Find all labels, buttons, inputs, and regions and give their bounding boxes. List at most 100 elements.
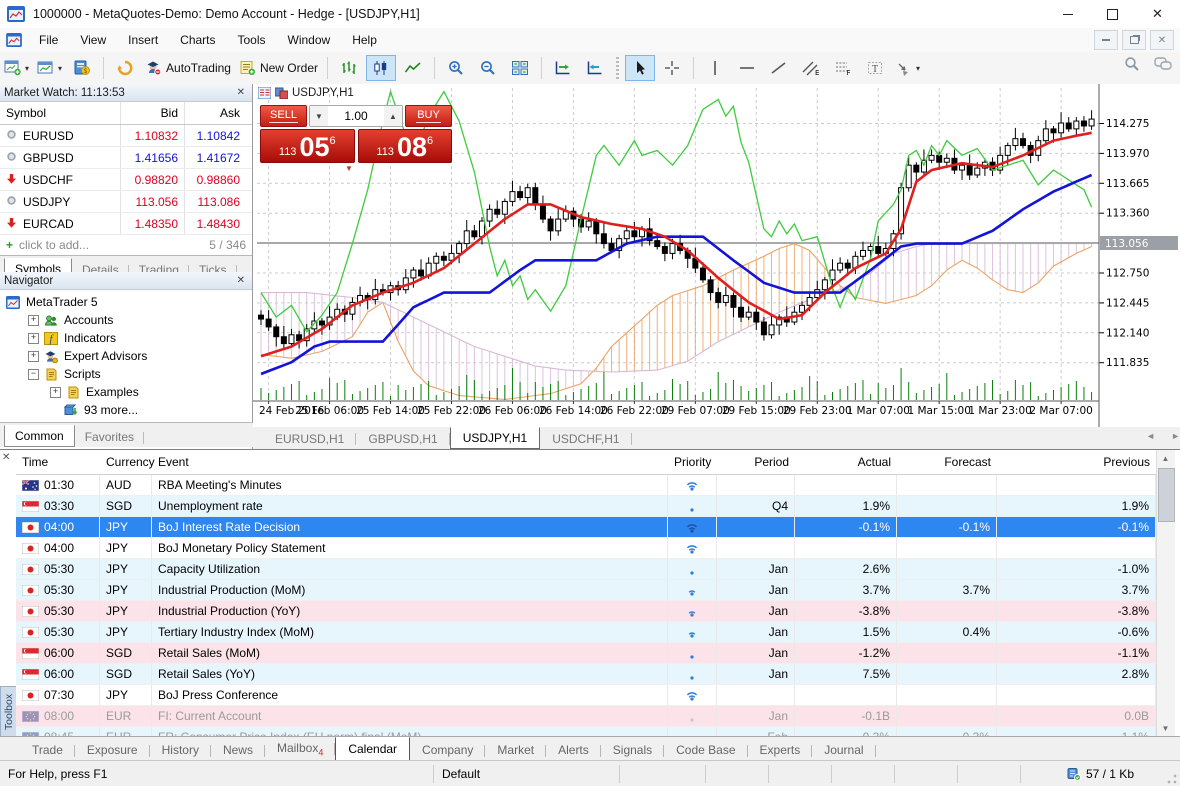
trendline-button[interactable] [764, 55, 794, 81]
zoom-out-button[interactable] [473, 55, 503, 81]
toolbox-tab-alerts[interactable]: Alerts [546, 739, 601, 761]
horizontal-line-button[interactable] [732, 55, 762, 81]
mdi-restore-icon[interactable] [1122, 30, 1146, 50]
column-currency[interactable]: Currency [106, 455, 155, 469]
close-icon[interactable]: ✕ [1152, 6, 1163, 21]
text-label-button[interactable]: T [860, 55, 890, 81]
column-period[interactable]: Period [754, 455, 789, 469]
toolbox-tab-market[interactable]: Market [485, 739, 546, 761]
market-watch-row-eurusd[interactable]: EURUSD 1.10832 1.10842 [0, 125, 252, 147]
volume-up-icon[interactable]: ▲ [384, 106, 402, 126]
column-symbol[interactable]: Symbol [6, 106, 47, 120]
trade-widget-collapse-icon[interactable]: ▼ [345, 164, 353, 173]
toolbox-tab-trade[interactable]: Trade [20, 739, 75, 761]
maximize-icon[interactable] [1090, 0, 1135, 28]
menu-help[interactable]: Help [352, 33, 377, 47]
zoom-in-button[interactable] [441, 55, 471, 81]
navigator-item-examples[interactable]: + Examples [0, 383, 252, 401]
expand-plus-icon[interactable]: + [28, 350, 39, 362]
market-watch-row-eurcad[interactable]: EURCAD 1.48350 1.48430 [0, 213, 252, 235]
market-watch-close-icon[interactable]: ✕ [236, 87, 245, 98]
menu-insert[interactable]: Insert [128, 33, 159, 47]
mdi-minimize-icon[interactable] [1094, 30, 1118, 50]
toolbox-close-icon[interactable]: ✕ [2, 452, 11, 463]
navigator-item-expert-advisors[interactable]: + Expert Advisors [0, 347, 252, 365]
navigator-item-93-more-[interactable]: 93 more... [0, 401, 252, 419]
column-bid[interactable]: Bid [120, 102, 184, 124]
chart-tabs-scroll-left-icon[interactable]: ◄ [1146, 431, 1156, 441]
calendar-row[interactable]: 08:00 EUR FI: Current Account Jan -0.1B 0.0B [16, 706, 1156, 727]
collapse-minus-icon[interactable]: − [28, 368, 39, 380]
calendar-row[interactable]: 01:30 AUD RBA Meeting's Minutes [16, 475, 1156, 496]
toolbox-tab-calendar[interactable]: Calendar [335, 737, 411, 761]
menu-view[interactable]: View [80, 33, 107, 47]
resize-grip[interactable] [1167, 774, 1177, 784]
status-profile-selector[interactable]: Default [434, 765, 620, 783]
vertical-line-button[interactable] [700, 55, 730, 81]
profiles-button[interactable]: ▾ [34, 55, 65, 81]
navigator-item-scripts[interactable]: − Scripts [0, 365, 252, 383]
calendar-row[interactable]: 05:30 JPY Capacity Utilization Jan 2.6% -1.0% [16, 559, 1156, 580]
autotrading-button[interactable]: AutoTrading [142, 55, 234, 81]
toolbox-tab-journal[interactable]: Journal [812, 739, 876, 761]
expand-plus-icon[interactable]: + [28, 314, 39, 326]
market-watch-row-gbpusd[interactable]: GBPUSD 1.41656 1.41672 [0, 147, 252, 169]
search-icon[interactable] [1124, 56, 1140, 72]
tile-windows-button[interactable] [505, 55, 535, 81]
menu-charts[interactable]: Charts [180, 33, 216, 47]
toolbox-tab-signals[interactable]: Signals [601, 739, 665, 761]
menu-tools[interactable]: Tools [237, 33, 266, 47]
sell-button[interactable]: SELL [260, 105, 307, 127]
toolbox-tab-code-base[interactable]: Code Base [664, 739, 748, 761]
chart-tab-usdjpy-h1[interactable]: USDJPY,H1 [449, 427, 541, 449]
navigator-tab-common[interactable]: Common [4, 425, 75, 447]
toolbox-tab-exposure[interactable]: Exposure [75, 739, 150, 761]
menu-window[interactable]: Window [287, 33, 331, 47]
mdi-close-icon[interactable]: ✕ [1150, 30, 1174, 50]
calendar-row[interactable]: 03:30 SGD Unemployment rate Q4 1.9% 1.9% [16, 496, 1156, 517]
toolbox-tab-history[interactable]: History [150, 739, 212, 761]
navigator-item-indicators[interactable]: + f Indicators [0, 329, 252, 347]
column-priority[interactable]: Priority [674, 455, 712, 469]
shift-chart-end-button[interactable] [548, 55, 578, 81]
toolbox-tab-company[interactable]: Company [410, 739, 486, 761]
column-previous[interactable]: Previous [1103, 455, 1150, 469]
column-forecast[interactable]: Forecast [944, 455, 991, 469]
sell-price[interactable]: 113 05 6 [260, 129, 355, 163]
calendar-scrollbar[interactable]: ▲ ▼ [1156, 450, 1175, 736]
buy-price[interactable]: 113 08 6 [357, 129, 452, 163]
candlestick-mode-button[interactable] [365, 55, 396, 81]
chart-tabs-scroll-right-icon[interactable]: ► [1171, 431, 1180, 441]
chart-tab-gbpusd-h1[interactable]: GBPUSD,H1 [356, 429, 451, 449]
fibonacci-button[interactable]: F [828, 55, 858, 81]
calendar-row[interactable]: 06:00 SGD Retail Sales (MoM) Jan -1.2% -1.1% [16, 643, 1156, 664]
auto-scroll-button[interactable] [580, 55, 610, 81]
scroll-up-icon[interactable]: ▲ [1157, 450, 1174, 466]
minimize-icon[interactable] [1045, 0, 1090, 28]
navigator-close-icon[interactable]: ✕ [236, 275, 245, 286]
toolbox-tab-mailbox[interactable]: Mailbox4 [265, 737, 336, 761]
calendar-row[interactable]: 05:30 JPY Industrial Production (YoY) Jan -3… [16, 601, 1156, 622]
new-order-button[interactable]: New Order [236, 55, 321, 81]
chart-tab-usdchf-h1[interactable]: USDCHF,H1 [540, 429, 632, 449]
bar-chart-mode-button[interactable] [334, 55, 364, 81]
line-chart-mode-button[interactable] [398, 55, 428, 81]
arrows-button[interactable]: ▾ [892, 55, 923, 81]
calendar-row[interactable]: 04:00 JPY BoJ Monetary Policy Statement [16, 538, 1156, 559]
navigator-item-accounts[interactable]: + Accounts [0, 311, 252, 329]
chat-icon[interactable] [1154, 56, 1172, 72]
volume-down-icon[interactable]: ▼ [310, 106, 328, 126]
new-chart-button[interactable]: ▾ [1, 55, 32, 81]
chart-tab-eurusd-h1[interactable]: EURUSD,H1 [263, 429, 357, 449]
toolbox-tab-experts[interactable]: Experts [748, 739, 813, 761]
market-watch-row-usdchf[interactable]: USDCHF 0.98820 0.98860 [0, 169, 252, 191]
menu-file[interactable]: File [39, 33, 59, 47]
calendar-row[interactable]: 05:30 JPY Industrial Production (MoM) Jan 3.… [16, 580, 1156, 601]
history-center-button[interactable] [110, 55, 140, 81]
column-actual[interactable]: Actual [857, 455, 891, 469]
calendar-row-selected[interactable]: 04:00 JPY BoJ Interest Rate Decision -0.1% -… [16, 517, 1156, 538]
market-watch-add-row[interactable]: + click to add... 5 / 346 [0, 235, 252, 255]
calendar-row[interactable]: 05:30 JPY Tertiary Industry Index (MoM) Jan… [16, 622, 1156, 643]
calendar-row[interactable]: 07:30 JPY BoJ Press Conference [16, 685, 1156, 706]
volume-value[interactable]: 1.00 [344, 109, 368, 123]
